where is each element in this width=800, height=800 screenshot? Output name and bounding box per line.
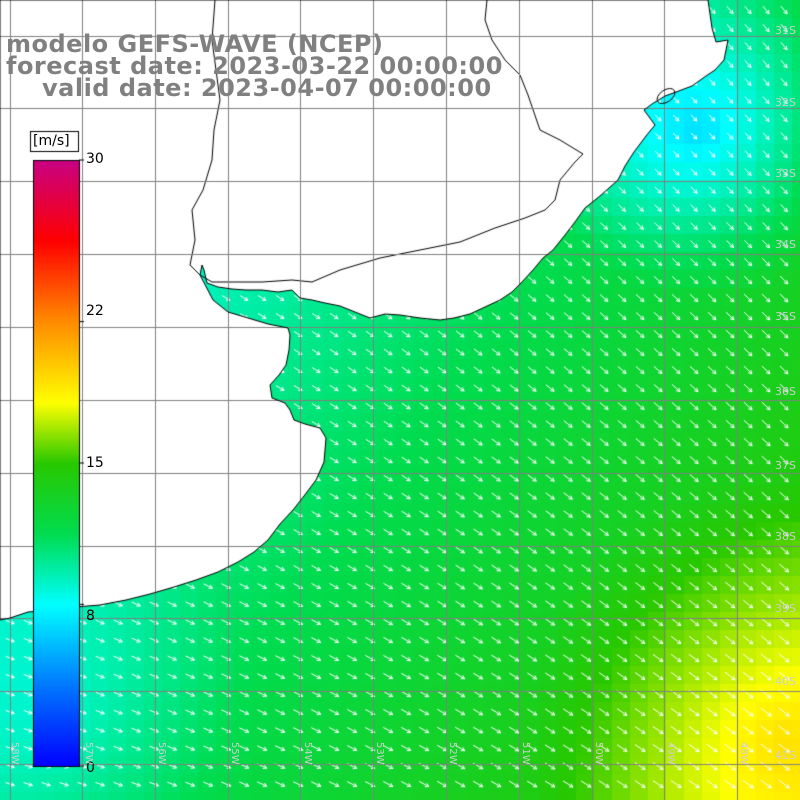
colorbar-tick-8: 8 bbox=[86, 608, 95, 624]
lat-label: 41S bbox=[775, 749, 796, 762]
lat-label: 39S bbox=[775, 602, 796, 615]
lat-label: 31S bbox=[775, 24, 796, 37]
colorbar-tick-22: 22 bbox=[86, 303, 104, 319]
colorbar-tick-0: 0 bbox=[86, 760, 95, 776]
colorbar-units: [m/s] bbox=[33, 133, 70, 149]
lon-label: 48W bbox=[738, 742, 749, 765]
colorbar-tick-15: 15 bbox=[86, 455, 104, 471]
lat-label: 35S bbox=[775, 310, 796, 323]
lon-label: 55W bbox=[229, 742, 240, 765]
valid-date: valid date: 2023-04-07 00:00:00 bbox=[42, 74, 492, 102]
lon-label: 54W bbox=[302, 742, 313, 765]
lat-label: 34S bbox=[775, 238, 796, 251]
lon-label: 52W bbox=[447, 742, 458, 765]
lat-label: 40S bbox=[775, 675, 796, 688]
lat-label: 32S bbox=[775, 96, 796, 109]
lon-label: 49W bbox=[665, 742, 676, 765]
model-title: modelo GEFS-WAVE (NCEP) bbox=[6, 30, 384, 58]
lon-label: 51W bbox=[520, 742, 531, 765]
lat-label: 36S bbox=[775, 385, 796, 398]
lon-label: 53W bbox=[374, 742, 385, 765]
lon-label: 50W bbox=[593, 742, 604, 765]
lon-label: 56W bbox=[156, 742, 167, 765]
lat-label: 33S bbox=[775, 167, 796, 180]
lon-label: 57W bbox=[83, 742, 94, 765]
lat-label: 38S bbox=[775, 530, 796, 543]
lat-label: 37S bbox=[775, 459, 796, 472]
forecast-date: forecast date: 2023-03-22 00:00:00 bbox=[6, 52, 503, 80]
colorbar-tick-30: 30 bbox=[86, 151, 104, 167]
lon-label: 58W bbox=[9, 742, 20, 765]
